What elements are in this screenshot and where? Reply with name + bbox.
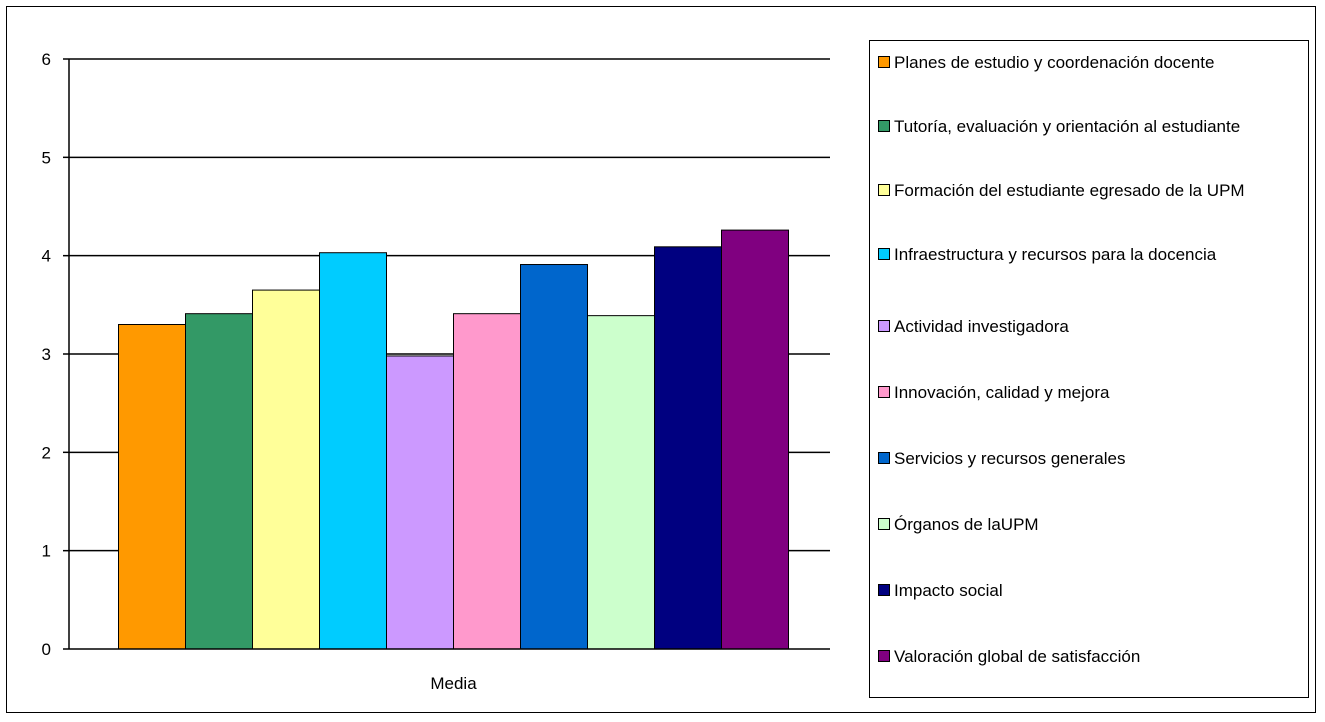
legend-label: Impacto social	[894, 581, 1003, 600]
legend-item: Impacto social	[878, 577, 1306, 605]
y-tick-label-0: 0	[42, 640, 51, 659]
legend-swatch	[878, 56, 890, 68]
legend-item: Actividad investigadora	[878, 313, 1306, 341]
y-tick-label-6: 6	[42, 50, 51, 69]
x-category-label-0: Media	[430, 674, 477, 693]
legend-label: Infraestructura y recursos para la docen…	[894, 245, 1217, 264]
y-tick-label-4: 4	[42, 247, 51, 266]
legend-swatch	[878, 650, 890, 662]
legend-item: Planes de estudio y coordenación docente	[878, 49, 1306, 77]
legend-label: Servicios y recursos generales	[894, 449, 1126, 468]
bar-7	[520, 264, 588, 650]
legend-swatch	[878, 120, 890, 132]
legend-label: Valoración global de satisfacción	[894, 647, 1141, 666]
legend-item: Valoración global de satisfacción	[878, 643, 1306, 671]
y-tick-label-1: 1	[42, 542, 51, 561]
legend: Planes de estudio y coordenación docente…	[869, 40, 1309, 698]
legend-item: Formación del estudiante egresado de la …	[878, 177, 1306, 205]
bar-3	[252, 289, 320, 650]
y-tick-label-3: 3	[42, 345, 51, 364]
bar-10	[721, 229, 789, 650]
legend-label: Actividad investigadora	[894, 317, 1069, 336]
legend-swatch	[878, 452, 890, 464]
bar-1	[118, 324, 186, 650]
legend-swatch	[878, 320, 890, 332]
legend-swatch	[878, 248, 890, 260]
legend-swatch	[878, 518, 890, 530]
bar-4	[319, 252, 387, 650]
legend-item: Órganos de laUPM	[878, 511, 1306, 539]
legend-item: Infraestructura y recursos para la docen…	[878, 241, 1306, 269]
legend-label: Tutoría, evaluación y orientación al est…	[894, 117, 1241, 136]
chart-frame: 0 1 2 3 4 5 6 Media Planes de estudio y coorden…	[6, 6, 1316, 713]
bar-5	[386, 355, 454, 650]
legend-label: Planes de estudio y coordenación docente	[894, 53, 1215, 72]
bar-9	[654, 246, 722, 650]
legend-label: Innovación, calidad y mejora	[894, 383, 1110, 402]
legend-swatch	[878, 386, 890, 398]
legend-swatch	[878, 184, 890, 196]
legend-item: Tutoría, evaluación y orientación al est…	[878, 113, 1306, 141]
chart-plot: 0 1 2 3 4 5 6 Media	[42, 50, 830, 693]
y-tick-label-2: 2	[42, 443, 51, 462]
bar-2	[185, 313, 253, 650]
legend-item: Servicios y recursos generales	[878, 445, 1306, 473]
bar-8	[587, 315, 655, 650]
bar-6	[453, 313, 521, 650]
y-tick-label-5: 5	[42, 148, 51, 167]
legend-item: Innovación, calidad y mejora	[878, 379, 1306, 407]
legend-swatch	[878, 584, 890, 596]
legend-label: Formación del estudiante egresado de la …	[894, 181, 1245, 200]
legend-label: Órganos de laUPM	[894, 515, 1039, 534]
